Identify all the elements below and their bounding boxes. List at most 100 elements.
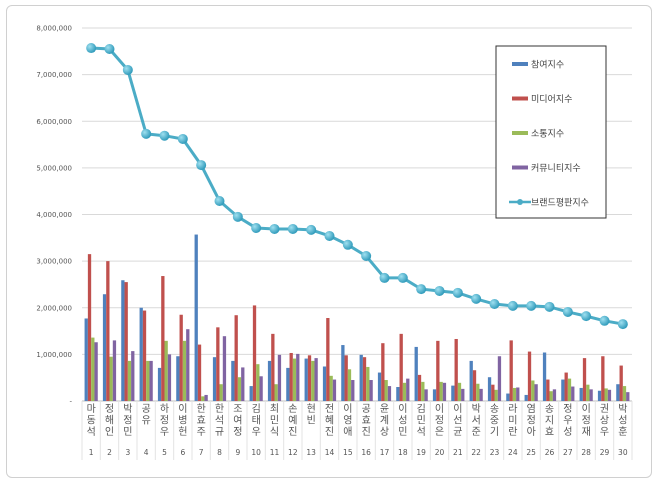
bar-참여지수 <box>84 318 88 401</box>
legend-swatch <box>512 165 528 170</box>
bar-커뮤니티지수 <box>461 388 465 401</box>
y-tick-label: 2,000,000 <box>36 304 72 312</box>
y-tick-label: 5,000,000 <box>36 164 72 172</box>
line-point <box>342 239 353 250</box>
bar-미디어지수 <box>124 282 128 401</box>
line-point <box>196 160 207 171</box>
legend-swatch <box>512 62 528 66</box>
line-point <box>141 128 152 139</box>
line-point <box>361 250 372 261</box>
line-point <box>526 300 537 311</box>
rank-label: 2 <box>107 448 112 457</box>
line-point <box>177 133 188 144</box>
bar-커뮤니티지수 <box>552 389 557 401</box>
line-point <box>86 43 97 54</box>
bar-미디어지수 <box>546 379 550 401</box>
line-point <box>122 64 133 75</box>
bar-소통지수 <box>567 378 572 401</box>
bar-미디어지수 <box>87 254 92 401</box>
rank-label: 14 <box>325 448 335 457</box>
line-point <box>544 301 555 312</box>
rank-label: 18 <box>398 448 408 457</box>
bar-미디어지수 <box>601 356 605 401</box>
legend-label: 참여지수 <box>531 59 564 71</box>
legend-label: 미디어지수 <box>531 94 572 105</box>
rank-label: 13 <box>306 448 316 457</box>
bar-소통지수 <box>512 387 517 401</box>
bar-커뮤니티지수 <box>149 360 153 401</box>
bar-참여지수 <box>231 360 235 401</box>
bar-참여지수 <box>597 390 602 401</box>
bar-소통지수 <box>622 386 627 401</box>
line-point <box>452 287 463 298</box>
bar-미디어지수 <box>344 355 348 401</box>
bar-소통지수 <box>127 360 132 401</box>
bar-커뮤니티지수 <box>186 329 190 401</box>
bar-참여지수 <box>377 372 382 401</box>
legend-swatch <box>512 131 528 135</box>
rank-label: 5 <box>162 448 167 457</box>
bar-커뮤니티지수 <box>314 358 318 401</box>
line-point <box>617 319 628 330</box>
bar-소통지수 <box>604 388 608 401</box>
bar-미디어지수 <box>472 370 477 401</box>
bar-참여지수 <box>396 387 400 401</box>
line-point <box>379 272 390 283</box>
bar-미디어지수 <box>216 327 220 401</box>
y-tick-label: - <box>69 398 72 406</box>
bar-미디어지수 <box>436 340 440 401</box>
legend-marker <box>517 199 523 205</box>
bar-미디어지수 <box>619 365 623 401</box>
bar-미디어지수 <box>289 352 293 401</box>
bar-커뮤니티지수 <box>112 340 117 401</box>
bar-소통지수 <box>109 356 113 401</box>
rank-label: 28 <box>581 448 591 457</box>
bar-커뮤니티지수 <box>442 382 447 401</box>
bar-참여지수 <box>469 360 473 401</box>
bar-소통지수 <box>91 337 95 401</box>
rank-label: 29 <box>600 448 610 457</box>
bar-소통지수 <box>366 366 370 401</box>
bar-참여지수 <box>139 307 143 401</box>
line-point <box>581 311 592 322</box>
rank-label: 27 <box>563 448 573 457</box>
rank-label: 7 <box>199 448 204 457</box>
legend-label: 커뮤니티지수 <box>531 163 581 174</box>
line-point <box>214 195 225 206</box>
bar-참여지수 <box>414 346 418 401</box>
bar-커뮤니티지수 <box>369 380 373 401</box>
bar-소통지수 <box>457 382 462 401</box>
bar-참여지수 <box>341 345 345 401</box>
rank-label: 23 <box>490 448 500 457</box>
bar-미디어지수 <box>491 384 495 401</box>
rank-label: 22 <box>471 448 481 457</box>
bar-소통지수 <box>549 391 553 401</box>
bar-소통지수 <box>586 384 590 401</box>
bar-미디어지수 <box>582 358 587 401</box>
y-tick-label: 1,000,000 <box>36 351 72 359</box>
line-point <box>562 306 573 317</box>
bar-미디어지수 <box>564 372 568 401</box>
bar-미디어지수 <box>509 340 513 401</box>
rank-label: 20 <box>435 448 445 457</box>
bar-커뮤니티지수 <box>406 378 410 401</box>
line-point <box>269 223 280 234</box>
bar-미디어지수 <box>106 261 110 401</box>
bar-참여지수 <box>451 385 455 401</box>
bar-소통지수 <box>201 396 205 401</box>
bar-미디어지수 <box>527 351 532 401</box>
bar-참여지수 <box>304 358 308 401</box>
